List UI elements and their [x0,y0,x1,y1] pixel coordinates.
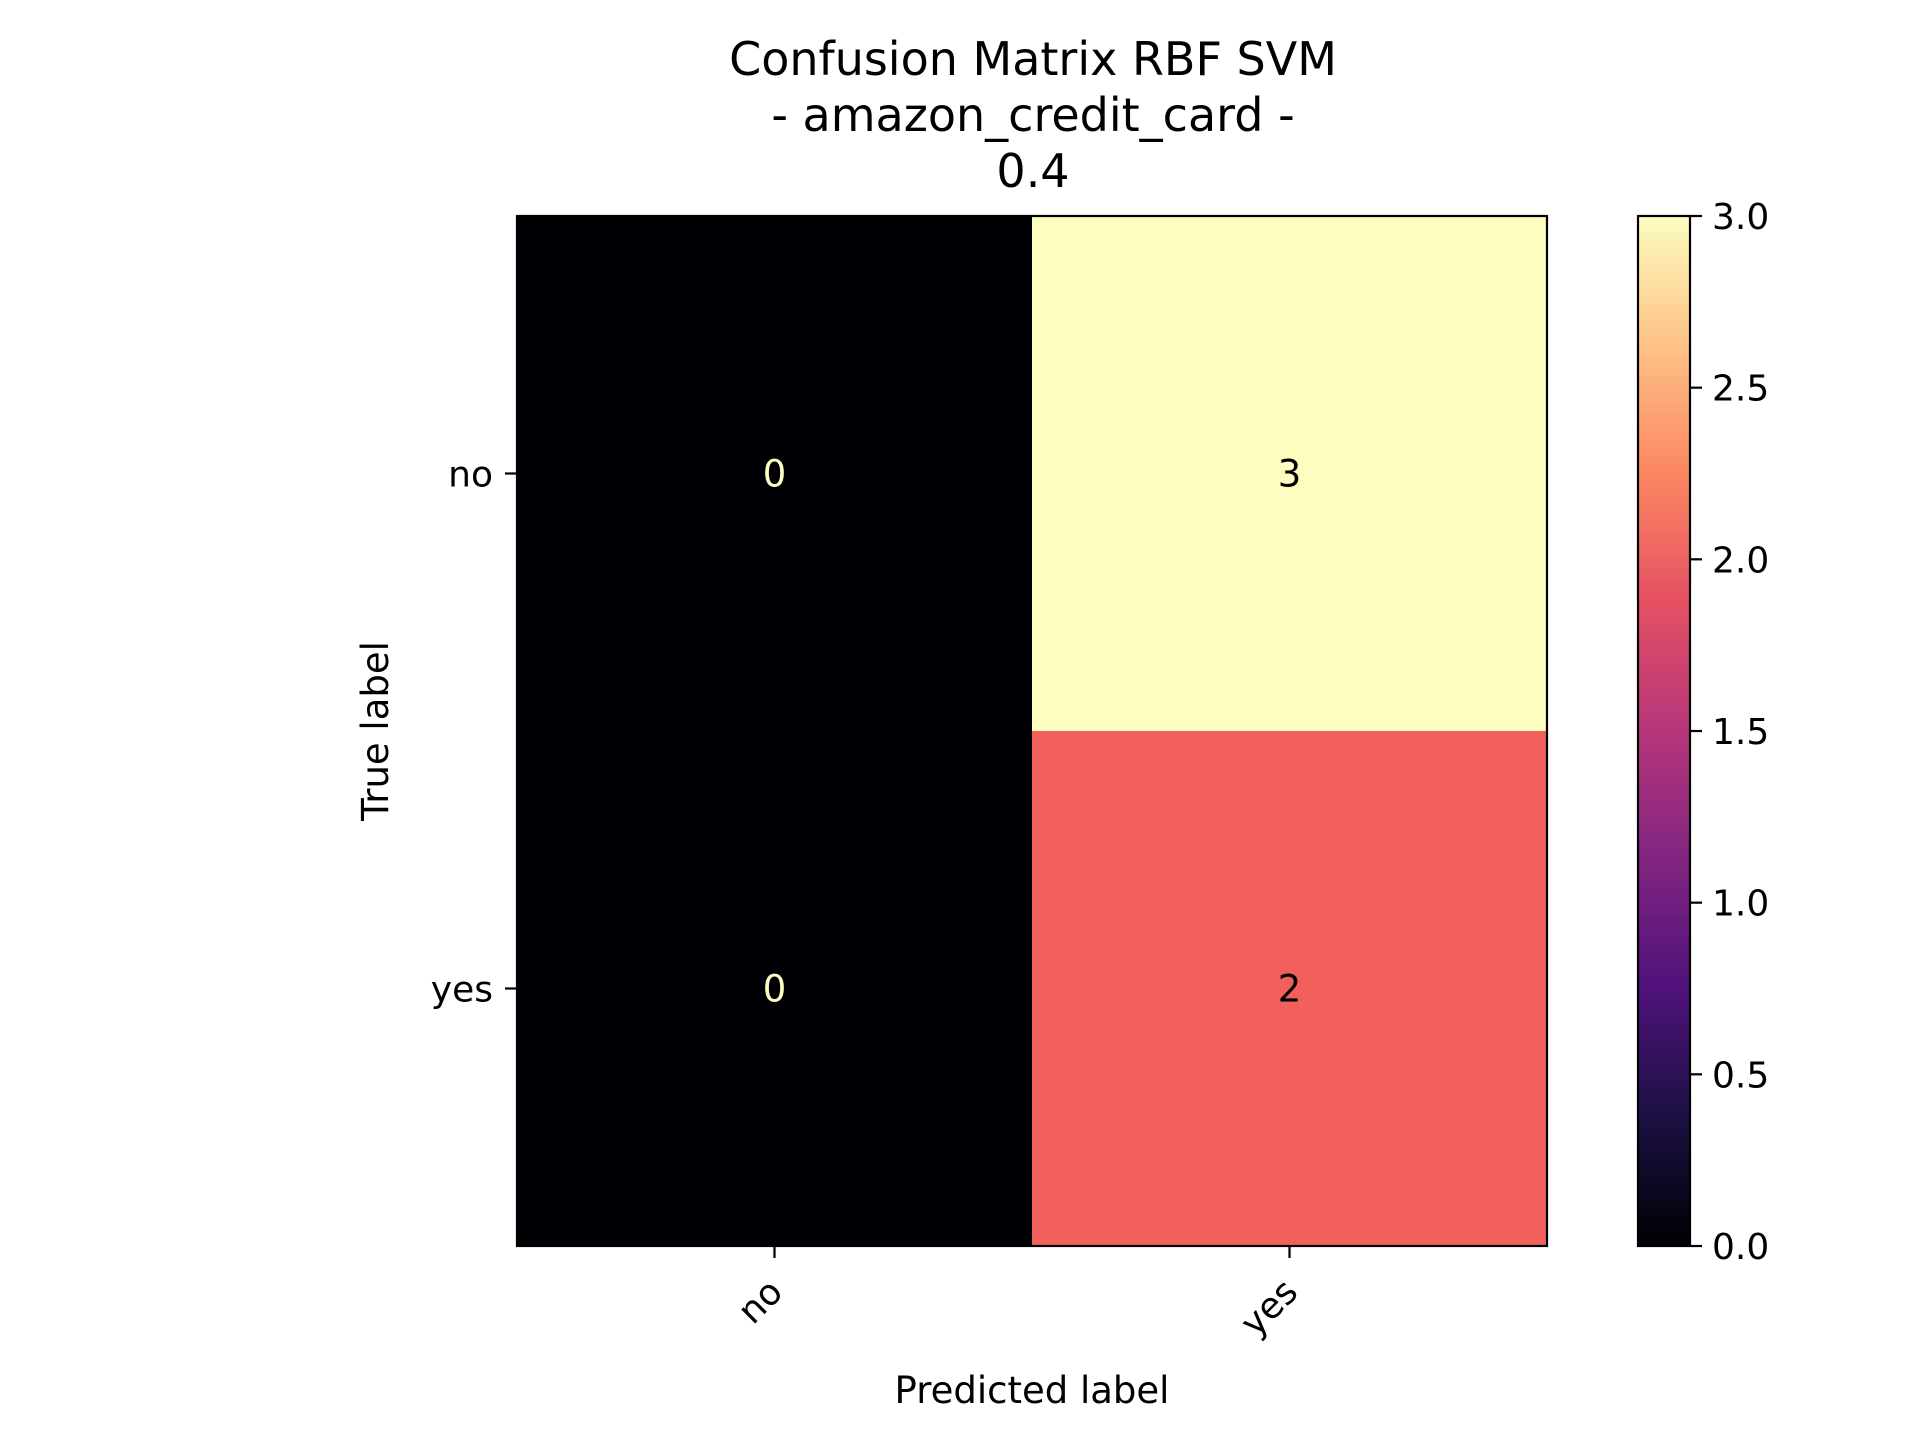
y-axis-label: True label [354,641,397,822]
colorbar-tick-label: 1.5 [1712,712,1769,753]
colorbar-tick-label: 0.0 [1712,1227,1769,1268]
heatmap-cell [517,731,1033,1247]
plot-frame [515,214,1549,1248]
colorbar-tick-label: 2.5 [1712,369,1769,410]
heatmap-cell [1032,731,1548,1247]
x-axis-label: Predicted label [895,1369,1170,1412]
y-tick-label: no [448,455,493,496]
colorbar-tick-label: 2.0 [1712,540,1769,581]
x-axis-ticks: no yes [730,1246,1306,1344]
cell-value-label: 0 [763,453,787,496]
title-line-3: 0.4 [996,144,1069,198]
x-tick-label: yes [1233,1271,1306,1344]
colorbar-gradient [1636,214,1692,1248]
cell-value-label: 3 [1278,453,1302,496]
cell-value-label: 0 [763,968,787,1011]
colorbar-tick-label: 0.5 [1712,1055,1769,1096]
colorbar-tick-label: 1.0 [1712,884,1769,925]
y-tick-label: yes [431,970,493,1011]
y-axis-ticks: no yes [431,455,517,1011]
colorbar-tick-label: 3.0 [1712,197,1769,238]
x-tick-label: no [730,1271,791,1332]
heatmap-cells: 0 3 0 2 [517,216,1548,1247]
cell-value-label: 2 [1278,968,1302,1011]
title-line-1: Confusion Matrix RBF SVM [729,32,1337,86]
heatmap-cell [1032,216,1548,732]
heatmap-cell [517,216,1033,732]
colorbar: 0.0 0.5 1.0 1.5 2.0 2.5 3.0 [1636,197,1769,1268]
chart-title: Confusion Matrix RBF SVM - amazon_credit… [729,32,1337,198]
title-line-2: - amazon_credit_card - [771,88,1294,142]
colorbar-ticks: 0.0 0.5 1.0 1.5 2.0 2.5 3.0 [1690,197,1769,1268]
